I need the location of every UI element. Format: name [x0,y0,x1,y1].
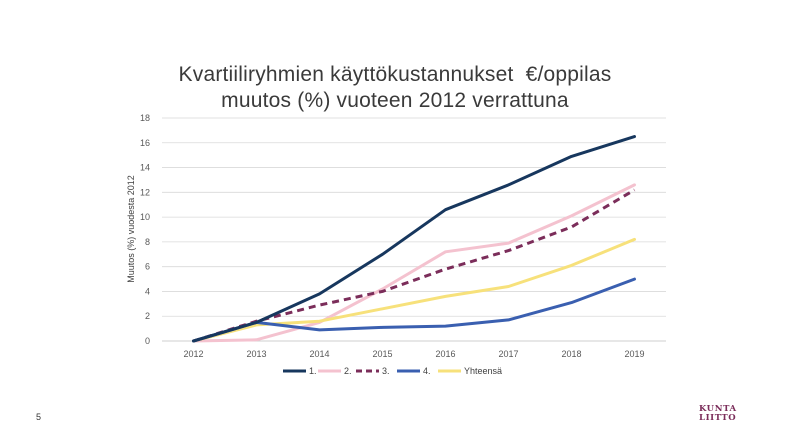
kuntaliitto-logo: KUNTA LIITTO [699,405,737,423]
x-tick-2019: 2019 [624,349,644,359]
series-lines [192,135,636,343]
y-tick-8: 8 [145,237,150,247]
x-tick-2013: 2013 [246,349,266,359]
series-line-2 [192,183,636,343]
chart-title-line1: Kvartiiliryhmien käyttökustannukset €/op… [178,63,612,86]
legend-label-4: 4. [423,366,431,376]
x-tick-2017: 2017 [498,349,518,359]
y-axis-label: Muutos (%) vuodesta 2012 [126,175,136,283]
x-tick-2016: 2016 [435,349,455,359]
x-tick-2018: 2018 [561,349,581,359]
y-tick-4: 4 [145,286,150,296]
x-tick-2014: 2014 [309,349,329,359]
chart-title-line2: muutos (%) vuoteen 2012 verrattuna [221,89,569,112]
x-tick-2012: 2012 [183,349,203,359]
logo-line1: KUNTA [699,404,737,414]
y-tick-12: 12 [140,187,150,197]
legend-label-3: 3. [382,366,390,376]
y-tick-18: 18 [140,113,150,123]
y-tick-6: 6 [145,262,150,272]
y-tick-16: 16 [140,138,150,148]
legend-label-5: Yhteensä [464,366,502,376]
series-line-1 [192,135,636,343]
y-tick-0: 0 [145,336,150,346]
logo-line2: LIITTO [699,413,737,423]
slide-number: 5 [36,412,42,422]
legend-label-2: 2. [344,366,352,376]
y-tick-labels: 0 2 4 6 8 10 12 14 16 18 [140,113,150,346]
y-tick-2: 2 [145,311,150,321]
y-tick-14: 14 [140,163,150,173]
y-tick-10: 10 [140,212,150,222]
legend-label-1: 1. [309,366,317,376]
x-tick-labels: 2012 2013 2014 2015 2016 2017 2018 2019 [183,349,644,359]
series-line-4 [192,277,636,343]
x-tick-2015: 2015 [372,349,392,359]
chart-title: Kvartiiliryhmien käyttökustannukset €/op… [0,62,790,114]
legend: 1. 2. 3. 4. Yhteensä [283,366,502,376]
